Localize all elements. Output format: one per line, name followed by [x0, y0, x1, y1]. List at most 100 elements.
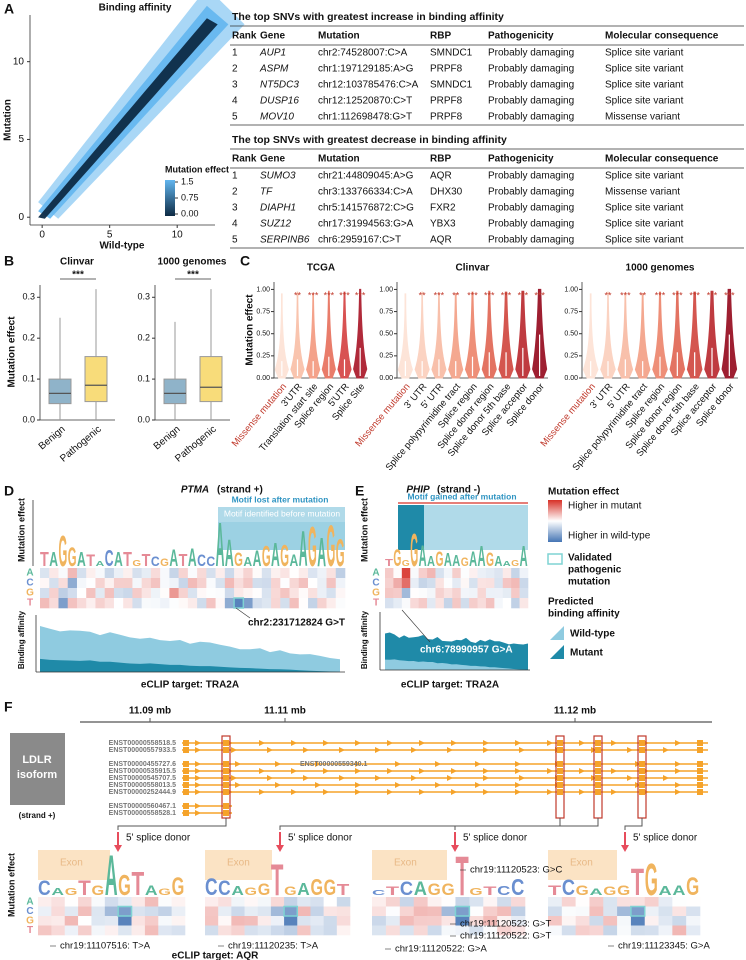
heat-cell: [257, 897, 272, 907]
heat-cell: [511, 588, 520, 599]
heat-cell: [244, 897, 259, 907]
strand-arrow: [339, 747, 345, 753]
column-header: Molecular consequence: [605, 154, 719, 165]
table-cell: Splice site variant: [605, 80, 684, 91]
motif-box: [398, 505, 424, 550]
transcript-id: ENST00000560467.1: [109, 803, 176, 810]
heat-cell: [323, 916, 338, 926]
heat-cell: [485, 598, 495, 609]
panel-label: A: [4, 1, 14, 17]
heat-cell: [410, 588, 419, 599]
strand-arrow: [419, 768, 425, 774]
violin: [617, 292, 634, 379]
heat-cell: [169, 568, 179, 579]
heat-cell: [178, 598, 189, 609]
heat-cell: [67, 568, 78, 579]
heat-cell: [95, 598, 105, 609]
logo-letter: A: [297, 879, 310, 899]
logo-letter: A: [145, 882, 158, 898]
y-tick-label: 0.75: [564, 308, 578, 315]
table-cell: Splice site variant: [605, 48, 684, 59]
heat-cell: [511, 568, 520, 579]
strand-arrow: [355, 768, 361, 774]
significance: ***: [72, 270, 84, 281]
strand-arrow: [231, 775, 237, 781]
heat-cell: [483, 916, 498, 926]
heat-cell: [460, 598, 470, 609]
affinity-mutant: [40, 658, 340, 672]
base-label: C: [372, 578, 379, 589]
legend-gradient: [548, 500, 562, 542]
exon: [557, 740, 563, 746]
strand-arrow: [519, 775, 525, 781]
heat-cell: [399, 925, 415, 936]
violin: [414, 291, 430, 379]
site-label: 5' splice donor: [126, 833, 191, 844]
heat-cell: [218, 897, 232, 907]
chart-title: Clinvar: [456, 263, 490, 274]
heat-cell: [144, 906, 159, 917]
significance: **: [604, 290, 612, 300]
logo-letter: A: [77, 549, 86, 571]
significance: ***: [501, 290, 512, 300]
heat-cell: [310, 897, 324, 907]
significance: ***: [355, 290, 366, 300]
heat-cell: [385, 897, 401, 907]
heat-cell: [261, 578, 272, 589]
mutation-label: chr19:11120523: G>T: [460, 919, 551, 930]
logo-letter: T: [385, 558, 393, 569]
heat-cell: [617, 916, 632, 926]
x-tick-label: Missense mutation: [230, 381, 289, 449]
heat-cell: [284, 906, 298, 917]
heat-cell: [548, 906, 563, 917]
logo-letter: A: [414, 879, 427, 900]
strand-arrow: [447, 747, 453, 753]
gene-label: isoform: [17, 769, 58, 781]
heat-cell: [243, 588, 253, 599]
logo-letter: C: [38, 876, 51, 900]
significance: ***: [518, 290, 529, 300]
strand-arrow: [547, 789, 553, 795]
coordinate-label: 11.12 mb: [554, 706, 596, 717]
heat-cell: [418, 568, 428, 579]
y-tick-label: 0.50: [256, 331, 270, 338]
panel-label: F: [4, 699, 13, 715]
logo-letter: G: [435, 547, 443, 571]
strand-arrow: [355, 740, 361, 746]
heat-cell: [118, 925, 132, 936]
site-label: 5' splice donor: [288, 833, 353, 844]
logo-letter: T: [78, 875, 91, 900]
y-tick-label: 0.75: [256, 308, 270, 315]
heat-cell: [215, 588, 226, 599]
logo-letter: A: [672, 882, 685, 898]
exon: [639, 789, 645, 795]
strand-arrow: [355, 782, 361, 788]
strand-arrow: [675, 768, 681, 774]
heat-cell: [497, 897, 512, 907]
strand-arrow: [303, 775, 309, 781]
panel-label: B: [4, 253, 14, 269]
strand-arrow: [483, 768, 489, 774]
legend-swatch: [547, 553, 563, 565]
strand-arrow: [291, 789, 297, 795]
strand-arrow: [259, 768, 265, 774]
chart-title: TCGA: [307, 263, 335, 274]
heat-cell: [298, 578, 309, 589]
connector: [454, 818, 599, 830]
annotation: Motif identified before mutation: [224, 508, 341, 518]
legend-label: Higher in wild-type: [568, 531, 651, 542]
exon: [223, 803, 229, 809]
table-cell: 3: [232, 203, 238, 214]
strand-arrow: [579, 740, 585, 746]
heat-cell: [511, 897, 526, 907]
heat-cell: [252, 578, 263, 589]
violin: [498, 291, 514, 379]
heat-cell: [38, 897, 52, 907]
logo-letter: G: [410, 524, 418, 576]
exon: [557, 789, 563, 795]
strand-arrow: [375, 775, 381, 781]
heat-cell: [511, 906, 526, 917]
logo-letter: G: [308, 516, 317, 579]
significance: ***: [724, 290, 735, 300]
